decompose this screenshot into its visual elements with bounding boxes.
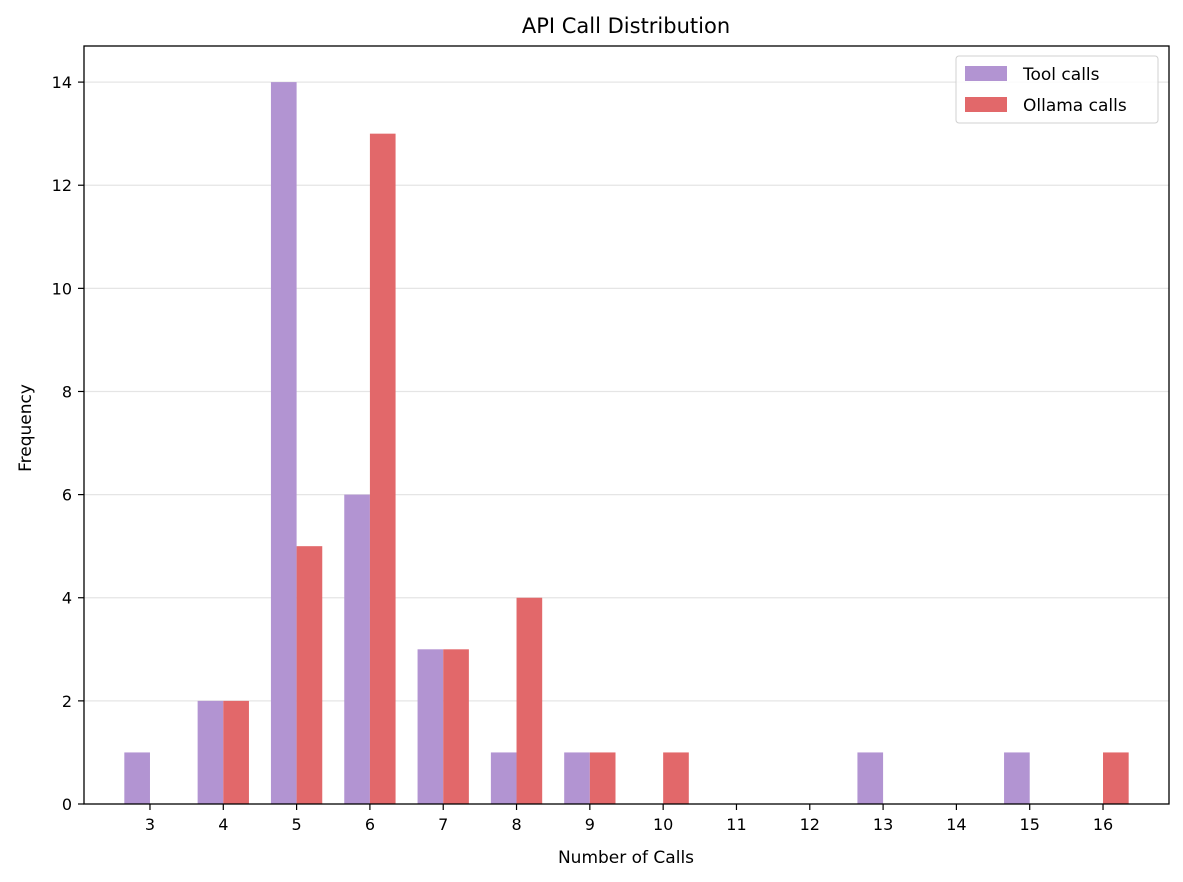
x-tick-label: 11: [726, 815, 746, 834]
x-tick-label: 8: [511, 815, 521, 834]
y-tick-label: 4: [62, 589, 72, 608]
bar-tool-calls-5: [270, 82, 297, 805]
x-tick-label: 14: [946, 815, 966, 834]
x-axis-ticks: 3 4 5 6 7 8 9 10 11 12 13 14 15 16: [145, 804, 1113, 834]
x-tick-label: 15: [1020, 815, 1040, 834]
y-tick-label: 6: [62, 486, 72, 505]
bar-ollama-calls-6: [369, 133, 396, 805]
bar-ollama-calls-4: [223, 700, 249, 804]
x-axis-label: Number of Calls: [558, 848, 694, 868]
bar-ollama-calls-9: [589, 752, 616, 804]
x-tick-label: 12: [800, 815, 820, 834]
bar-tool-calls-3: [124, 752, 150, 804]
bar-tool-calls-9: [564, 752, 590, 804]
x-tick-label: 16: [1093, 815, 1113, 834]
y-axis-label: Frequency: [16, 384, 36, 472]
bar-tool-calls-13: [857, 752, 884, 804]
y-tick-label: 8: [62, 382, 72, 401]
bar-tool-calls-6: [344, 494, 370, 804]
bar-ollama-calls-8: [516, 597, 543, 804]
legend-label-ollama-calls: Ollama calls: [1023, 96, 1127, 116]
y-tick-label: 10: [52, 279, 72, 298]
legend-swatch-tool-calls: [965, 66, 1007, 81]
x-tick-label: 7: [438, 815, 448, 834]
chart-title: API Call Distribution: [522, 14, 730, 38]
bar-ollama-calls-7: [443, 649, 469, 804]
y-tick-label: 12: [52, 176, 72, 195]
bar-ollama-calls-10: [663, 752, 689, 804]
y-tick-label: 14: [52, 73, 72, 92]
x-tick-label: 4: [218, 815, 228, 834]
legend-label-tool-calls: Tool calls: [1022, 65, 1100, 85]
x-tick-label: 3: [145, 815, 155, 834]
bar-tool-calls-7: [417, 649, 444, 804]
bar-ollama-calls-5: [296, 546, 323, 804]
x-tick-label: 13: [873, 815, 893, 834]
legend: Tool calls Ollama calls: [955, 55, 1159, 124]
bars: [124, 82, 1129, 805]
x-tick-label: 5: [292, 815, 302, 834]
x-tick-label: 9: [585, 815, 595, 834]
x-tick-label: 10: [653, 815, 673, 834]
x-tick-label: 6: [365, 815, 375, 834]
bar-ollama-calls-16: [1103, 752, 1129, 804]
grid-lines: [84, 81, 1169, 702]
bar-tool-calls-8: [490, 752, 517, 804]
bar-tool-calls-15: [1004, 752, 1030, 804]
y-axis-ticks: 0 2 4 6 8 10 12 14: [52, 73, 84, 814]
legend-swatch-ollama-calls: [965, 97, 1007, 112]
plot-frame: [83, 45, 1170, 805]
y-tick-label: 0: [62, 795, 72, 814]
bar-tool-calls-4: [197, 700, 224, 804]
y-tick-label: 2: [62, 692, 72, 711]
